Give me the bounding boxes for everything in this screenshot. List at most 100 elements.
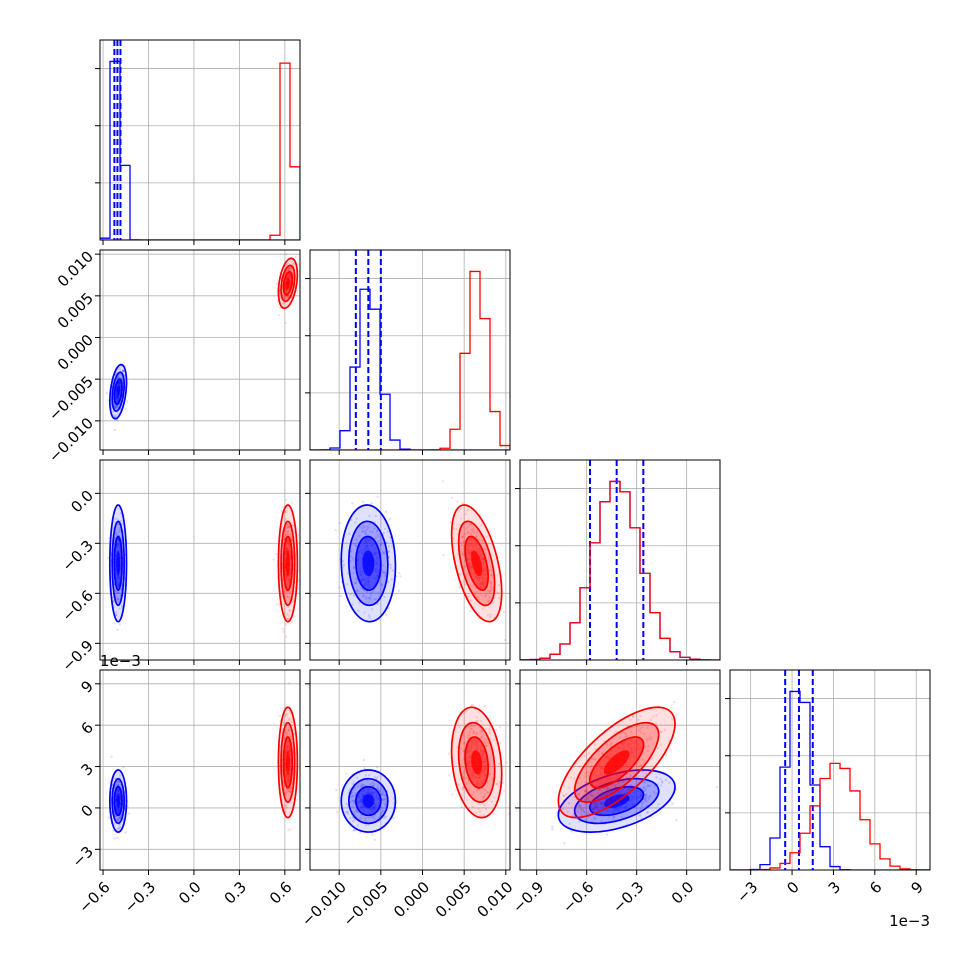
scatter-point: [376, 787, 380, 790]
scatter-point: [116, 590, 119, 594]
scatter-point: [458, 725, 461, 729]
scatter-point: [645, 811, 649, 815]
scatter-point: [584, 802, 587, 806]
scatter-point: [487, 728, 491, 731]
scatter-point: [641, 802, 644, 806]
scatter-point: [460, 765, 464, 769]
scatter-point: [584, 772, 587, 775]
scatter-point: [367, 526, 371, 529]
scatter-point: [378, 789, 381, 792]
y-tick-label: 0.010: [54, 247, 97, 290]
scatter-point: [353, 810, 357, 813]
scatter-point: [607, 816, 611, 819]
scatter-point: [468, 523, 471, 527]
scatter-point: [498, 742, 502, 745]
scatter-point: [397, 589, 400, 592]
scatter-point: [118, 527, 121, 530]
scatter-point: [606, 787, 609, 791]
scatter-point: [293, 732, 296, 736]
scatter-point: [475, 719, 478, 723]
scatter-point: [369, 598, 372, 601]
plot-root: [95, 39, 931, 875]
scatter-point: [617, 781, 620, 784]
scatter-point: [368, 530, 372, 533]
scatter-point: [644, 795, 647, 799]
scatter-point: [286, 531, 289, 534]
scatter-point: [284, 731, 288, 735]
scatter-point: [118, 823, 121, 826]
scatter-point: [281, 627, 284, 631]
scatter-point: [572, 777, 576, 780]
scatter-point: [376, 528, 379, 532]
scatter-point: [645, 793, 648, 796]
scatter-point: [605, 743, 608, 746]
scatter-point: [368, 774, 371, 777]
scatter-point: [484, 742, 487, 745]
scatter-point: [284, 728, 287, 732]
scatter-point: [462, 786, 465, 789]
scatter-point: [287, 717, 291, 720]
scatter-point: [613, 795, 617, 799]
scatter-point: [285, 803, 288, 807]
histogram-series-1: [520, 480, 720, 660]
scatter-point: [463, 565, 467, 568]
scatter-point: [471, 529, 475, 533]
scatter-point: [288, 268, 291, 271]
scatter-point: [116, 591, 120, 595]
scatter-point: [365, 527, 369, 531]
scatter-point: [489, 568, 492, 572]
scatter-point: [637, 728, 640, 732]
scatter-point: [480, 730, 483, 733]
scatter-point: [641, 801, 645, 804]
scatter-point: [583, 784, 586, 787]
density-contour-0: [116, 385, 121, 398]
x-tick-label: −0.010: [298, 878, 350, 930]
scatter-point: [114, 405, 117, 409]
x-tick-label: −0.005: [340, 878, 392, 930]
scatter-point: [472, 531, 476, 535]
scatter-point: [382, 790, 385, 793]
scatter-point: [588, 790, 592, 793]
scatter-point: [486, 791, 490, 794]
scatter-point: [594, 803, 598, 806]
scatter-point: [113, 837, 116, 840]
scatter-point: [380, 584, 384, 587]
scatter-point: [469, 609, 472, 613]
scatter-point: [345, 772, 348, 775]
scatter-point: [472, 730, 476, 733]
scatter-point: [576, 810, 579, 813]
scatter-point: [287, 788, 291, 791]
scatter-point: [484, 788, 487, 792]
scatter-point: [471, 527, 475, 530]
scatter-point: [380, 582, 383, 586]
scatter-point: [466, 736, 470, 740]
scatter-point: [472, 731, 476, 734]
scatter-point: [119, 374, 123, 377]
scatter-point: [355, 577, 358, 581]
scatter-point: [289, 828, 292, 831]
scatter-point: [463, 770, 467, 773]
scatter-point: [376, 602, 379, 606]
scatter-point: [475, 716, 478, 719]
scatter-point: [586, 782, 590, 785]
scatter-point: [115, 404, 118, 408]
histogram-series-1: [100, 62, 300, 240]
scatter-point: [594, 747, 597, 751]
x-tick-label: 0.0: [175, 878, 205, 908]
scatter-point: [637, 718, 640, 722]
scatter-point: [114, 407, 117, 411]
scatter-point: [292, 263, 295, 267]
scatter-point: [577, 792, 580, 796]
scatter-point: [118, 784, 121, 787]
scatter-point: [495, 782, 499, 786]
scatter-point: [585, 813, 588, 816]
scatter-point: [284, 623, 288, 626]
scatter-point: [621, 731, 625, 734]
scatter-point: [491, 586, 494, 590]
scatter-point: [122, 369, 125, 373]
panel-background: [100, 250, 300, 450]
scatter-point: [288, 533, 291, 536]
scatter-point: [349, 593, 352, 596]
x-tick-label: 6: [866, 878, 885, 897]
